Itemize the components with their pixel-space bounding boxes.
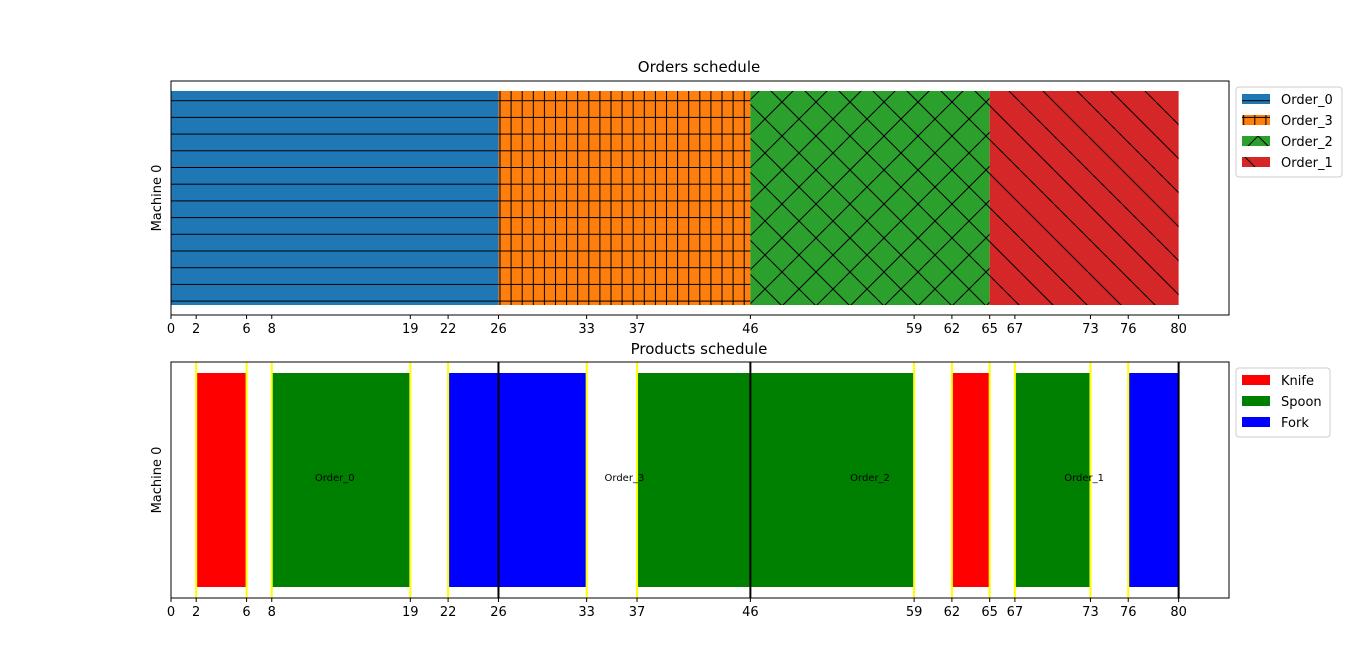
order-annotation: Order_0: [315, 473, 355, 484]
order-annotation: Order_3: [605, 473, 645, 484]
products-plot-frame: [170, 361, 1230, 599]
products-x-tick-label: 19: [402, 605, 419, 620]
product-bar-spoon: [637, 373, 915, 587]
orders-x-tick-label: 46: [742, 322, 759, 337]
orders-x-tick-label: 37: [629, 322, 646, 337]
products-x-tick-label: 76: [1120, 605, 1137, 620]
orders-legend-swatch-hatch: [1242, 94, 1270, 104]
products-x-tick-label: 37: [629, 605, 646, 620]
products-chart-title: Products schedule: [631, 340, 768, 358]
orders-x-tick-label: 59: [906, 322, 923, 337]
orders-x-tick-label: 67: [1007, 322, 1024, 337]
product-bar-spoon: [1014, 373, 1091, 587]
product-bar-fork: [1128, 373, 1179, 587]
products-x-tick-label: 46: [742, 605, 759, 620]
product-bar-fork: [448, 373, 587, 587]
products-chart-ylabel: Machine 0: [150, 447, 165, 514]
products-x-tick-label: 26: [490, 605, 507, 620]
order-bar-hatch: [750, 91, 990, 305]
product-bar-knife: [951, 373, 990, 587]
products-legend: Knife Spoon Fork: [1235, 367, 1331, 438]
products-bars: [196, 373, 1179, 587]
orders-x-tick-label: 0: [167, 322, 175, 337]
orders-x-tick-label: 73: [1082, 322, 1099, 337]
products-x-tick-label: 62: [944, 605, 961, 620]
orders-x-tick-label: 76: [1120, 322, 1137, 337]
products-chart: Products schedule Machine 0 Order_0 Order…: [150, 340, 1331, 620]
orders-legend: Order_0 Order_3 Order_2 Order_1: [1235, 86, 1343, 178]
orders-legend-swatch-hatch: [1242, 136, 1270, 146]
orders-legend-label: Order_0: [1281, 93, 1333, 108]
products-legend-label: Spoon: [1281, 395, 1322, 410]
products-x-tick-label: 33: [578, 605, 595, 620]
products-x-tick-label: 8: [268, 605, 276, 620]
products-legend-swatch: [1242, 375, 1270, 385]
products-legend-swatch: [1242, 396, 1270, 406]
products-x-axis: 0 2 6 8 19 22 26 33 37 46 59 62 65 67 73 76 80: [167, 598, 1187, 620]
order-bar-hatch: [989, 91, 1179, 305]
orders-x-tick-label: 19: [402, 322, 419, 337]
products-x-tick-label: 65: [981, 605, 998, 620]
order-bar-hatch: [171, 91, 499, 305]
products-vertical-lines: [195, 362, 1180, 598]
orders-chart: Orders schedule Machine 0 0 2 6 8 19 22 26 33 37…: [150, 58, 1343, 337]
orders-legend-label: Order_3: [1281, 114, 1333, 129]
order-annotation: Order_1: [1064, 473, 1104, 484]
products-x-tick-label: 59: [906, 605, 923, 620]
orders-legend-label: Order_2: [1281, 135, 1333, 150]
orders-legend-swatch-hatch: [1242, 115, 1270, 125]
product-bar-spoon: [271, 373, 411, 587]
products-x-tick-label: 0: [167, 605, 175, 620]
orders-x-axis: 0 2 6 8 19 22 26 33 37 46 59 62 65 67 73 76 80: [167, 315, 1187, 337]
orders-chart-ylabel: Machine 0: [150, 165, 165, 232]
orders-x-tick-label: 62: [944, 322, 961, 337]
orders-legend-swatch-hatch: [1242, 157, 1270, 167]
orders-x-tick-label: 80: [1170, 322, 1187, 337]
orders-x-tick-label: 22: [440, 322, 457, 337]
orders-legend-frame: [1235, 86, 1343, 178]
orders-x-tick-label: 2: [192, 322, 200, 337]
products-legend-label: Fork: [1281, 416, 1309, 431]
orders-x-tick-label: 33: [578, 322, 595, 337]
orders-legend-label: Order_1: [1281, 156, 1333, 171]
products-x-tick-label: 80: [1170, 605, 1187, 620]
products-legend-swatch: [1242, 417, 1270, 427]
orders-bars: [171, 91, 1179, 305]
orders-x-tick-label: 65: [981, 322, 998, 337]
orders-chart-title: Orders schedule: [638, 58, 760, 76]
products-x-tick-label: 73: [1082, 605, 1099, 620]
product-bar-knife: [196, 373, 247, 587]
order-bar-hatch: [498, 91, 751, 305]
products-x-tick-label: 22: [440, 605, 457, 620]
order-annotation: Order_2: [850, 473, 890, 484]
orders-x-tick-label: 6: [242, 322, 250, 337]
products-annotations: Order_0 Order_3 Order_2 Order_1: [315, 473, 1104, 484]
products-x-tick-label: 2: [192, 605, 200, 620]
products-x-tick-label: 67: [1007, 605, 1024, 620]
orders-x-tick-label: 26: [490, 322, 507, 337]
products-x-tick-label: 6: [242, 605, 250, 620]
orders-x-tick-label: 8: [268, 322, 276, 337]
products-legend-label: Knife: [1281, 374, 1314, 389]
orders-plot-frame: [170, 80, 1230, 316]
